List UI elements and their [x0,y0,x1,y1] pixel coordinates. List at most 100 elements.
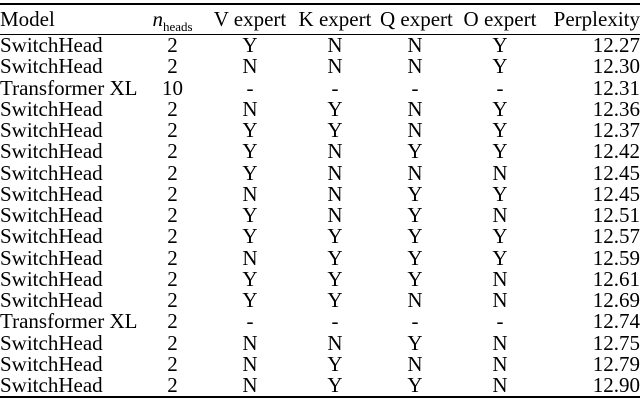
cell-n-heads: 2 [167,203,178,228]
cell-n-heads: 2 [167,351,178,376]
column-header-q-expert: Q expert [380,4,453,35]
cell-k-expert: N [327,33,343,58]
cell-q-expert: - [411,75,419,100]
n-heads-subscript: heads [162,19,193,35]
cell-q-expert: N [407,96,423,121]
cell-q-expert: Y [407,330,423,355]
cell-n-heads: 2 [167,139,178,164]
cell-model: SwitchHead [0,118,103,143]
cell-o-expert: N [492,203,508,228]
column-header-n-heads: nheads [135,4,210,35]
cell-v-expert: Y [242,160,258,185]
cell-q-expert: N [407,351,423,376]
cell-o-expert: N [492,330,508,355]
cell-o-expert: N [492,266,508,291]
cell-k-expert: - [331,75,339,100]
cell-perplexity: 12.69 [592,288,640,313]
cell-perplexity: 12.45 [592,181,640,206]
cell-q-expert: N [407,118,423,143]
cell-o-expert: N [492,160,508,185]
cell-n-heads: 2 [167,288,178,313]
table-row: SwitchHead 2 N Y N Y 12.36 [0,96,640,121]
cell-v-expert: - [246,309,254,334]
cell-v-expert: Y [242,266,258,291]
cell-v-expert: N [242,245,258,270]
cell-o-expert: Y [492,224,508,249]
table-row: SwitchHead 2 Y Y N N 12.69 [0,290,640,311]
cell-o-expert: Y [492,245,508,270]
table-row: SwitchHead 2 Y Y Y N 12.61 [0,266,640,291]
cell-v-expert: N [242,181,258,206]
cell-model: SwitchHead [0,245,103,270]
table-row: SwitchHead 2 N N Y Y 12.45 [0,181,640,206]
cell-q-expert: Y [407,203,423,228]
table-row: SwitchHead 2 Y N N N 12.45 [0,160,640,185]
cell-model: SwitchHead [0,266,103,291]
cell-q-expert: N [407,160,423,185]
cell-q-expert: Y [407,181,423,206]
cell-perplexity: 12.42 [592,139,640,164]
cell-o-expert: N [492,351,508,376]
table-row: Transformer XL 2 - - - - 12.74 [0,311,640,332]
cell-k-expert: N [327,330,343,355]
cell-k-expert: Y [327,245,343,270]
cell-q-expert: - [411,309,419,334]
cell-model: SwitchHead [0,33,103,58]
cell-model: SwitchHead [0,373,103,398]
table-row: SwitchHead 2 N Y Y N 12.90 [0,375,640,397]
cell-v-expert: Y [242,203,258,228]
n-heads-symbol: nheads [152,7,193,35]
cell-v-expert: - [246,75,254,100]
cell-q-expert: Y [407,245,423,270]
cell-o-expert: Y [492,118,508,143]
cell-k-expert: Y [327,373,343,398]
table-row: SwitchHead 2 Y Y Y Y 12.57 [0,226,640,247]
cell-model: SwitchHead [0,351,103,376]
cell-q-expert: N [407,33,423,58]
cell-n-heads: 2 [167,118,178,143]
cell-model: SwitchHead [0,160,103,185]
cell-n-heads: 2 [167,96,178,121]
cell-perplexity: 12.37 [592,118,640,143]
cell-k-expert: Y [327,118,343,143]
cell-perplexity: 12.90 [592,373,640,398]
cell-o-expert: - [496,75,504,100]
table-row: SwitchHead 2 N N N Y 12.30 [0,56,640,77]
results-table: Model nheads V expert K expert Q expert … [0,3,640,399]
table-row: SwitchHead 2 N N Y N 12.75 [0,330,640,355]
cell-v-expert: N [242,96,258,121]
cell-n-heads: 2 [167,160,178,185]
column-header-perplexity: Perplexity [550,4,640,35]
cell-k-expert: Y [327,351,343,376]
cell-perplexity: 12.31 [592,75,640,100]
cell-v-expert: Y [242,139,258,164]
cell-perplexity: 12.36 [592,96,640,121]
cell-n-heads: 2 [167,266,178,291]
cell-perplexity: 12.51 [592,203,640,228]
cell-o-expert: Y [492,33,508,58]
cell-perplexity: 12.75 [592,330,640,355]
cell-perplexity: 12.30 [592,54,640,79]
cell-k-expert: Y [327,266,343,291]
column-header-k-expert: K expert [290,4,380,35]
cell-k-expert: N [327,160,343,185]
column-header-v-expert: V expert [210,4,290,35]
table-row: SwitchHead 2 N Y Y Y 12.59 [0,245,640,270]
cell-perplexity: 12.27 [592,33,640,58]
cell-q-expert: Y [407,266,423,291]
table-row: SwitchHead 2 Y Y N Y 12.37 [0,120,640,141]
cell-k-expert: N [327,139,343,164]
cell-k-expert: N [327,203,343,228]
cell-q-expert: N [407,288,423,313]
cell-perplexity: 12.79 [592,351,640,376]
table-body: SwitchHead 2 Y N N Y 12.27 SwitchHead 2 N N N Y 12.30… [0,35,640,398]
cell-model: SwitchHead [0,181,103,206]
cell-q-expert: N [407,54,423,79]
cell-o-expert: - [496,309,504,334]
cell-n-heads: 2 [167,330,178,355]
cell-v-expert: Y [242,288,258,313]
cell-perplexity: 12.59 [592,245,640,270]
cell-perplexity: 12.45 [592,160,640,185]
cell-o-expert: Y [492,54,508,79]
